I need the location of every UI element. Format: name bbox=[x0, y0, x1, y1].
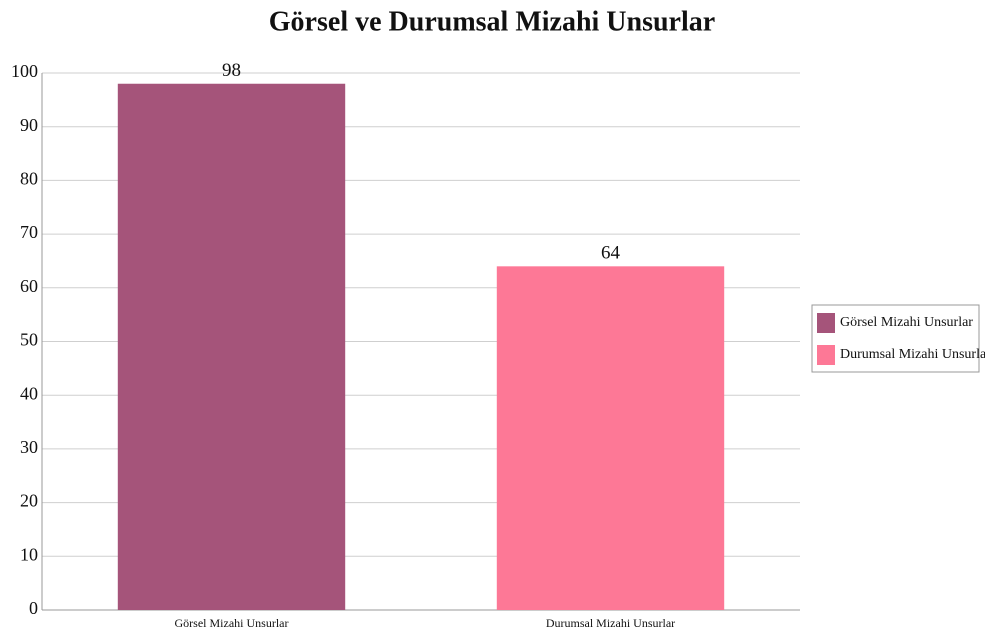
y-tick-label: 60 bbox=[20, 276, 38, 296]
y-tick-label: 20 bbox=[20, 491, 38, 511]
x-tick-label: Durumsal Mizahi Unsurlar bbox=[546, 616, 675, 630]
legend-swatch bbox=[817, 313, 835, 333]
legend-label: Durumsal Mizahi Unsurlar bbox=[840, 347, 985, 362]
chart-title: Görsel ve Durumsal Mizahi Unsurlar bbox=[269, 6, 715, 37]
y-tick-label: 40 bbox=[20, 383, 38, 403]
y-tick-label: 90 bbox=[20, 115, 38, 135]
y-tick-label: 30 bbox=[20, 437, 38, 457]
y-tick-label: 100 bbox=[11, 61, 38, 81]
y-tick-label: 0 bbox=[29, 598, 38, 618]
y-tick-label: 80 bbox=[20, 169, 38, 189]
data-label: 64 bbox=[601, 243, 621, 264]
legend-swatch bbox=[817, 345, 835, 365]
x-tick-label: Görsel Mizahi Unsurlar bbox=[175, 616, 289, 630]
y-tick-label: 70 bbox=[20, 222, 38, 242]
bar bbox=[117, 83, 346, 611]
y-tick-label: 50 bbox=[20, 330, 38, 350]
legend-box bbox=[811, 304, 980, 373]
bar bbox=[496, 266, 725, 610]
y-tick-label: 10 bbox=[20, 544, 38, 564]
legend-label: Görsel Mizahi Unsurlar bbox=[840, 315, 973, 330]
data-label: 98 bbox=[222, 60, 241, 81]
